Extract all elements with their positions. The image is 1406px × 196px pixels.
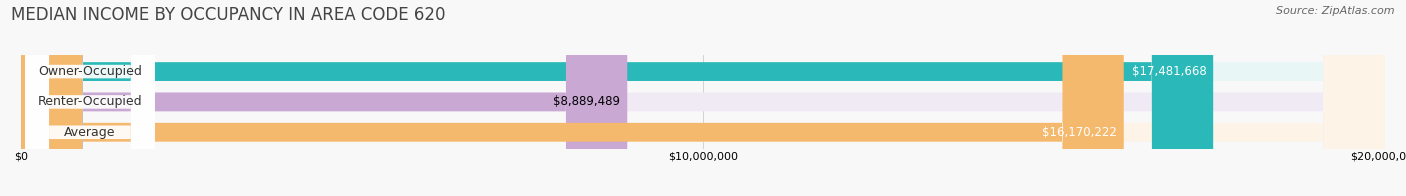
Text: Average: Average <box>65 126 115 139</box>
Text: Source: ZipAtlas.com: Source: ZipAtlas.com <box>1277 6 1395 16</box>
Text: $17,481,668: $17,481,668 <box>1132 65 1206 78</box>
FancyBboxPatch shape <box>25 0 155 196</box>
FancyBboxPatch shape <box>21 0 1385 196</box>
Text: MEDIAN INCOME BY OCCUPANCY IN AREA CODE 620: MEDIAN INCOME BY OCCUPANCY IN AREA CODE … <box>11 6 446 24</box>
FancyBboxPatch shape <box>25 0 155 196</box>
FancyBboxPatch shape <box>21 0 627 196</box>
Text: $16,170,222: $16,170,222 <box>1042 126 1116 139</box>
Text: Owner-Occupied: Owner-Occupied <box>38 65 142 78</box>
FancyBboxPatch shape <box>21 0 1123 196</box>
Text: Renter-Occupied: Renter-Occupied <box>38 95 142 108</box>
Text: $8,889,489: $8,889,489 <box>554 95 620 108</box>
FancyBboxPatch shape <box>21 0 1213 196</box>
FancyBboxPatch shape <box>21 0 1385 196</box>
FancyBboxPatch shape <box>21 0 1385 196</box>
FancyBboxPatch shape <box>25 0 155 196</box>
